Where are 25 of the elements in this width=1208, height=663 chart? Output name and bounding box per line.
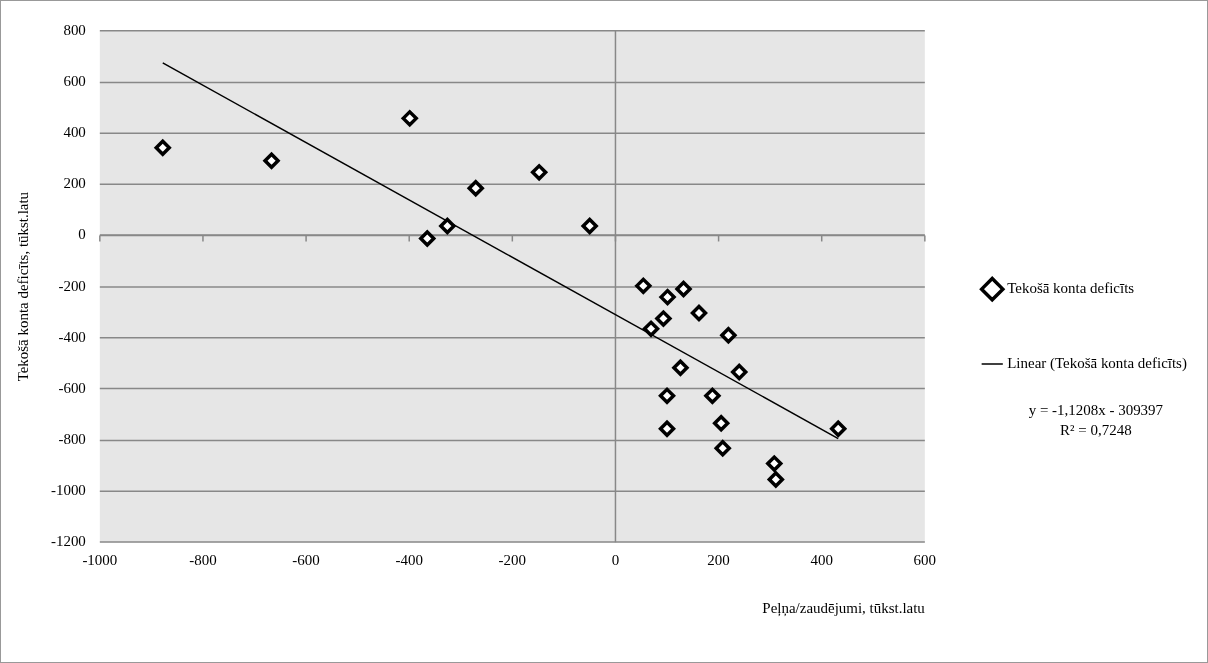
y-axis-title: Tekošā konta deficīts, tūkst.latu <box>14 191 31 382</box>
x-tick-label: 0 <box>611 552 620 569</box>
y-tick-label: 800 <box>63 21 86 38</box>
x-tick-label: 600 <box>913 552 937 569</box>
legend-label: Tekošā konta deficīts <box>1007 280 1135 297</box>
x-tick-label: -1000 <box>82 552 118 569</box>
legend-label: Linear (Tekošā konta deficīts) <box>1007 354 1187 372</box>
y-tick-label: -200 <box>58 277 86 294</box>
y-tick-label: -400 <box>58 328 86 345</box>
y-tick-label: 200 <box>63 175 86 192</box>
y-tick-label: -800 <box>58 431 86 447</box>
y-tick-label: 400 <box>63 124 86 141</box>
x-tick-label: -800 <box>189 552 217 569</box>
x-tick-label: -200 <box>498 552 527 569</box>
y-tick-label: -600 <box>58 379 86 396</box>
x-tick-label: 200 <box>707 552 730 569</box>
y-tick-label: -1000 <box>50 482 86 499</box>
x-axis-title: Peļņa/zaudējumi, tūkst.latu <box>762 600 926 618</box>
x-tick-label: -600 <box>292 552 320 569</box>
x-tick-label: -400 <box>395 552 423 569</box>
y-tick-label: 0 <box>78 226 86 243</box>
y-tick-label: 600 <box>63 72 86 89</box>
text: y = -1,1208x - 309397 R² = 0,7248 <box>1028 401 1164 438</box>
y-tick-label: -1200 <box>50 533 86 550</box>
x-tick-label: 400 <box>810 552 833 569</box>
